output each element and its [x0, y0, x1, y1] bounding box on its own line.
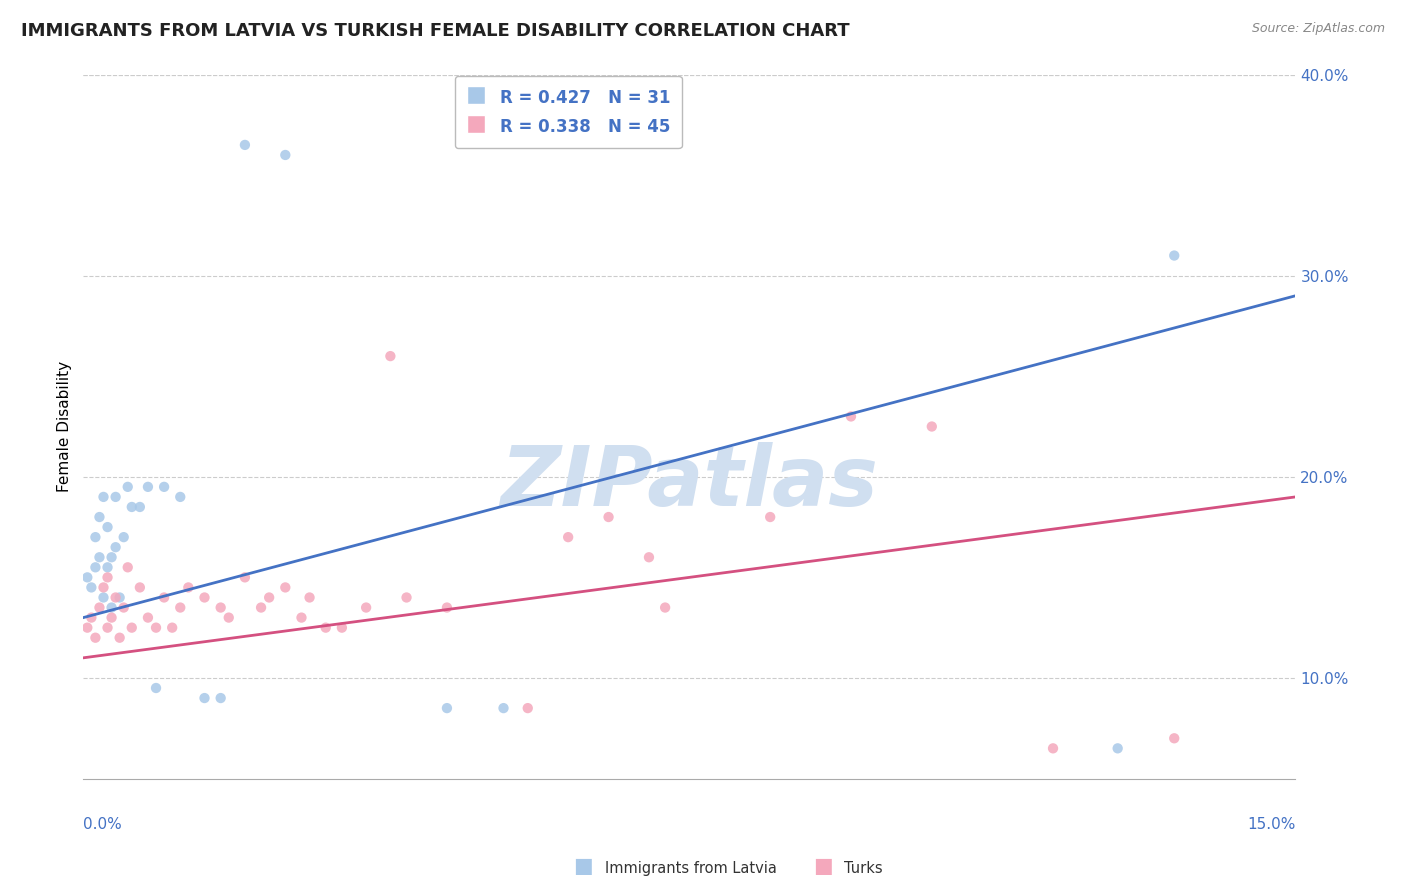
Point [218, 610, 240, 624]
Point [169, 490, 191, 504]
Point [436, 600, 458, 615]
Point [84, 560, 107, 574]
Point [96, 560, 118, 574]
Legend: R = 0.427   N = 31, R = 0.338   N = 45: R = 0.427 N = 31, R = 0.338 N = 45 [454, 76, 682, 148]
Point [557, 530, 579, 544]
Point [76, 570, 98, 584]
Point [395, 591, 418, 605]
Point [169, 600, 191, 615]
Point [177, 581, 200, 595]
Point [93, 490, 115, 504]
Text: 0.0%: 0.0% [83, 817, 122, 832]
Point [100, 600, 122, 615]
Point [274, 581, 297, 595]
Point [492, 701, 515, 715]
Point [128, 500, 150, 514]
Text: IMMIGRANTS FROM LATVIA VS TURKISH FEMALE DISABILITY CORRELATION CHART: IMMIGRANTS FROM LATVIA VS TURKISH FEMALE… [21, 22, 849, 40]
Point [193, 591, 215, 605]
Point [84, 631, 107, 645]
Point [290, 610, 312, 624]
Point [93, 581, 115, 595]
Point [76, 621, 98, 635]
Point [89, 550, 111, 565]
Point [1042, 741, 1064, 756]
Point [145, 621, 167, 635]
Point [921, 419, 943, 434]
Point [233, 137, 256, 152]
Point [380, 349, 402, 363]
Point [839, 409, 862, 424]
Point [117, 560, 139, 574]
Text: ■: ■ [574, 856, 593, 876]
Point [80, 610, 103, 624]
Point [209, 600, 232, 615]
Point [121, 621, 143, 635]
Point [100, 550, 122, 565]
Point [209, 691, 232, 706]
Point [93, 591, 115, 605]
Point [121, 500, 143, 514]
Point [96, 520, 118, 534]
Point [112, 600, 135, 615]
Point [436, 701, 458, 715]
Point [250, 600, 273, 615]
Point [1163, 731, 1185, 746]
Text: ZIPatlas: ZIPatlas [501, 442, 879, 524]
Point [330, 621, 353, 635]
Text: Source: ZipAtlas.com: Source: ZipAtlas.com [1251, 22, 1385, 36]
Point [153, 591, 176, 605]
Text: Turks: Turks [844, 861, 882, 876]
Y-axis label: Female Disability: Female Disability [58, 361, 72, 492]
Point [145, 681, 167, 695]
Point [112, 530, 135, 544]
Text: 15.0%: 15.0% [1247, 817, 1295, 832]
Point [516, 701, 538, 715]
Point [193, 691, 215, 706]
Point [84, 530, 107, 544]
Text: ■: ■ [813, 856, 832, 876]
Point [128, 581, 150, 595]
Point [315, 621, 337, 635]
Point [153, 480, 176, 494]
Point [136, 480, 159, 494]
Point [354, 600, 377, 615]
Text: Immigrants from Latvia: Immigrants from Latvia [605, 861, 776, 876]
Point [136, 610, 159, 624]
Point [96, 570, 118, 584]
Point [104, 591, 127, 605]
Point [274, 148, 297, 162]
Point [160, 621, 183, 635]
Point [298, 591, 321, 605]
Point [108, 631, 131, 645]
Point [759, 510, 782, 524]
Point [89, 600, 111, 615]
Point [104, 490, 127, 504]
Point [89, 510, 111, 524]
Point [108, 591, 131, 605]
Point [1107, 741, 1129, 756]
Point [638, 550, 661, 565]
Point [80, 581, 103, 595]
Point [257, 591, 280, 605]
Point [100, 610, 122, 624]
Point [1163, 248, 1185, 262]
Point [598, 510, 620, 524]
Point [96, 621, 118, 635]
Point [104, 540, 127, 554]
Point [117, 480, 139, 494]
Point [654, 600, 676, 615]
Point [233, 570, 256, 584]
